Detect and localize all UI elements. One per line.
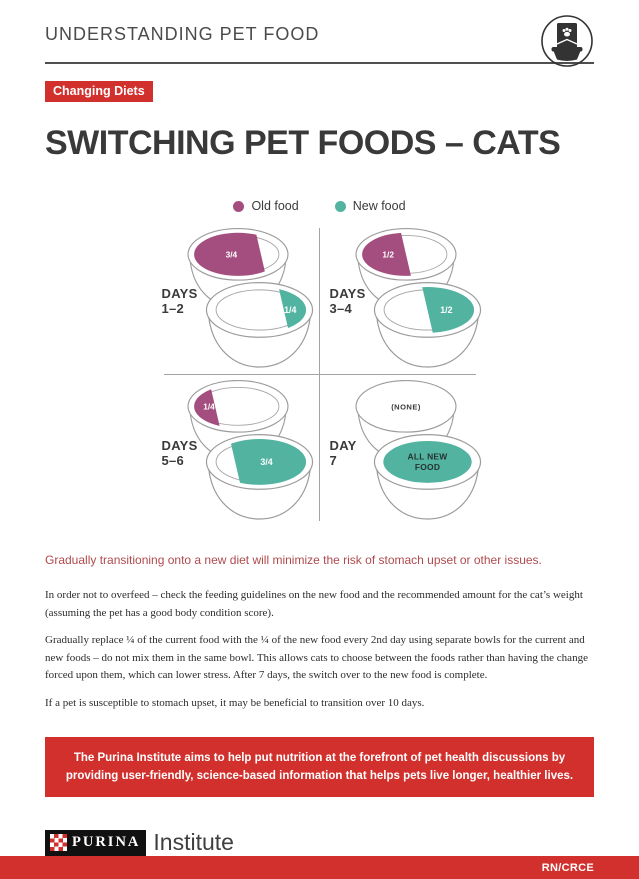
bowl-transition-diagram: 3/4 1/4 DAYS 1–2 1/2 1/2 DAYS 3–4 1/4 3/4 DAYS 5… <box>152 225 488 527</box>
svg-text:1/2: 1/2 <box>382 249 394 259</box>
legend-label-new: New food <box>352 199 406 213</box>
svg-text:ALL NEW: ALL NEW <box>407 452 447 462</box>
section-badge: Changing Diets <box>45 81 153 102</box>
purina-wordmark: PURINA <box>45 829 147 856</box>
header-divider <box>45 62 594 64</box>
legend-item-new-food: New food <box>334 199 406 213</box>
day-label: DAYS 1–2 <box>161 286 198 316</box>
pet-food-icon <box>541 15 593 67</box>
day-label: DAYS 5–6 <box>161 438 198 468</box>
purina-institute-callout: The Purina Institute aims to help put nu… <box>45 736 594 798</box>
legend-item-old-food: Old food <box>233 199 299 213</box>
svg-text:3/4: 3/4 <box>260 457 272 467</box>
diagram-horizontal-divider <box>163 374 476 375</box>
old-food-dot-icon <box>233 200 245 212</box>
day-label: DAYS 3–4 <box>329 286 366 316</box>
partial-bowl: 3/4 <box>205 434 313 520</box>
pet-bowl-icon <box>551 47 583 61</box>
paragraph: If a pet is susceptible to stomach upset… <box>45 696 425 709</box>
purina-checkerboard-icon <box>49 833 68 853</box>
paragraph: Gradually replace ¼ of the current food … <box>45 634 588 682</box>
highlight-sentence: Gradually transitioning onto a new diet … <box>45 553 542 567</box>
svg-text:1/4: 1/4 <box>203 401 215 411</box>
diagram-quadrant-5–6: 1/4 3/4 DAYS 5–6 <box>152 377 320 527</box>
diagram-quadrant-3–4: 1/2 1/2 DAYS 3–4 <box>320 225 488 375</box>
legend: Old food New food <box>0 199 639 213</box>
purina-brand-text: PURINA <box>72 834 141 851</box>
day-label: DAY 7 <box>329 438 357 468</box>
svg-text:3/4: 3/4 <box>225 249 237 259</box>
page-title: SWITCHING PET FOODS – CATS <box>45 124 561 162</box>
institute-text: Institute <box>153 829 234 856</box>
paragraph: In order not to overfeed – check the fee… <box>45 589 583 619</box>
header-title: UNDERSTANDING PET FOOD <box>45 24 320 44</box>
footer-code: RN/CRCE <box>541 861 594 874</box>
legend-label-old: Old food <box>251 199 299 213</box>
svg-text:FOOD: FOOD <box>414 462 439 472</box>
diagram-quadrant-1–2: 3/4 1/4 DAYS 1–2 <box>152 225 320 375</box>
diagram-quadrant-7: (NONE) ALL NEW FOOD DAY 7 <box>320 377 488 527</box>
svg-text:1/4: 1/4 <box>284 305 296 315</box>
svg-text:1/2: 1/2 <box>440 305 452 315</box>
svg-text:(NONE): (NONE) <box>391 402 421 411</box>
footer-bar: RN/CRCE <box>0 856 639 879</box>
body-paragraphs: In order not to overfeed – check the fee… <box>45 587 594 713</box>
partial-bowl: 1/2 <box>373 282 481 368</box>
header: UNDERSTANDING PET FOOD <box>0 0 639 67</box>
pet-food-bag-icon <box>556 23 578 49</box>
new-food-dot-icon <box>334 200 346 212</box>
partial-bowl: 1/4 <box>205 282 313 368</box>
